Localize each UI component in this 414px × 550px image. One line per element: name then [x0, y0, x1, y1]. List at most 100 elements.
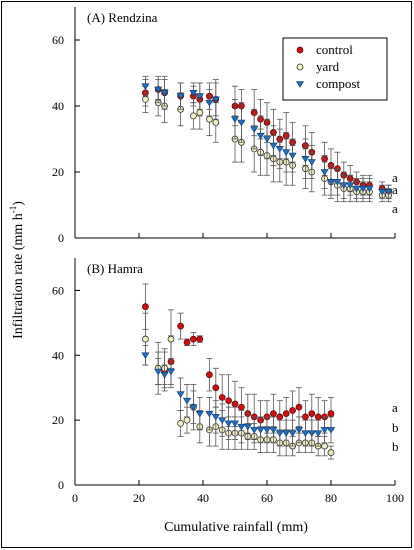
data-point-compost — [262, 427, 272, 434]
data-point-compost — [166, 368, 176, 376]
y-axis-label-close: ) — [11, 201, 26, 206]
series-compost — [141, 345, 336, 447]
data-point-compost — [288, 430, 297, 437]
data-point-control — [327, 410, 335, 418]
data-point-yard — [327, 449, 335, 456]
data-point-control — [225, 397, 232, 405]
data-point-compost — [141, 83, 150, 90]
data-point-yard — [189, 112, 197, 120]
data-point-control — [212, 384, 220, 392]
legend-item-control: control — [296, 42, 353, 57]
data-point-compost — [352, 185, 361, 193]
data-point-compost — [189, 90, 198, 97]
x-tick-label: 0 — [72, 491, 78, 505]
data-point-compost — [346, 182, 355, 189]
data-point-compost — [211, 96, 220, 104]
data-point-compost — [333, 179, 342, 186]
data-point-compost — [224, 420, 233, 428]
data-point-compost — [256, 132, 265, 140]
data-point-compost — [189, 404, 198, 411]
data-point-compost — [365, 185, 374, 193]
significance-letter: a — [392, 400, 398, 415]
x-tick-label: 80 — [325, 491, 337, 505]
data-point-control — [190, 335, 197, 343]
x-tick-label: 60 — [261, 491, 273, 505]
legend-item-yard: yard — [296, 59, 340, 74]
data-point-compost — [288, 152, 297, 160]
y-tick-label: 40 — [52, 99, 64, 113]
data-point-compost — [358, 185, 368, 193]
data-point-compost — [384, 189, 393, 196]
data-point-compost — [160, 371, 169, 379]
data-point-compost — [182, 397, 192, 405]
data-point-compost — [307, 430, 316, 437]
data-point-yard — [141, 96, 149, 103]
x-tick-label: 100 — [386, 491, 404, 505]
data-point-compost — [154, 368, 163, 376]
legend-marker-control — [296, 46, 304, 54]
data-point-compost — [256, 427, 265, 434]
data-point-compost — [301, 156, 310, 163]
significance-letter: a — [392, 201, 398, 216]
data-point-yard — [167, 335, 175, 343]
data-point-compost — [195, 410, 204, 418]
data-point-control — [314, 413, 322, 421]
y-tick-label: 20 — [52, 413, 64, 427]
y-axis-label: Infiltration rate (mm h-1) — [8, 201, 26, 339]
data-point-control — [295, 403, 303, 411]
series-compost — [141, 75, 393, 199]
legend-label-yard: yard — [316, 59, 340, 74]
data-point-compost — [269, 427, 278, 434]
legend-marker-compost — [295, 81, 305, 88]
data-point-compost — [275, 430, 284, 437]
legend-label-compost: compost — [316, 76, 360, 91]
legend-item-compost: compost — [295, 76, 360, 91]
data-point-control — [276, 413, 284, 421]
data-point-control — [302, 413, 309, 421]
data-point-control — [289, 407, 296, 414]
y-tick-label: 40 — [52, 348, 64, 362]
data-point-compost — [243, 423, 252, 431]
data-point-compost — [269, 142, 278, 150]
y-tick-label: 0 — [58, 231, 64, 245]
data-point-compost — [237, 423, 246, 431]
data-point-compost — [320, 427, 329, 434]
data-point-compost — [218, 417, 227, 424]
data-point-control — [308, 410, 316, 418]
data-point-compost — [205, 99, 214, 107]
data-point-compost — [230, 420, 240, 428]
data-point-compost — [176, 93, 185, 100]
x-tick-label: 20 — [133, 491, 145, 505]
data-point-control — [142, 303, 149, 310]
data-point-compost — [378, 189, 387, 196]
data-point-control — [270, 410, 277, 418]
legend: control yard compost — [282, 37, 388, 101]
data-point-yard — [183, 416, 191, 424]
data-point-compost — [307, 159, 316, 166]
x-axis-label: Cumulative rainfall (mm) — [164, 520, 308, 535]
data-point-yard — [196, 109, 204, 116]
data-point-compost — [262, 136, 272, 143]
data-point-control — [282, 410, 290, 418]
data-point-compost — [326, 179, 336, 186]
data-point-yard — [205, 115, 213, 123]
significance-letter: a — [392, 182, 398, 197]
y-tick-label: 60 — [52, 283, 64, 297]
data-point-control — [218, 394, 226, 401]
legend-marker-yard — [296, 63, 304, 71]
data-point-compost — [205, 410, 214, 418]
legend-label-control: control — [316, 42, 353, 57]
data-point-compost — [141, 352, 150, 360]
significance-letter: a — [392, 170, 398, 185]
data-point-yard — [321, 442, 329, 450]
data-point-control — [238, 403, 245, 411]
data-point-control — [196, 335, 204, 343]
data-point-compost — [294, 427, 304, 434]
data-point-compost — [301, 430, 310, 437]
data-point-compost — [282, 430, 291, 437]
data-point-yard — [177, 419, 185, 427]
data-point-control — [177, 322, 184, 330]
data-point-yard — [141, 335, 149, 343]
